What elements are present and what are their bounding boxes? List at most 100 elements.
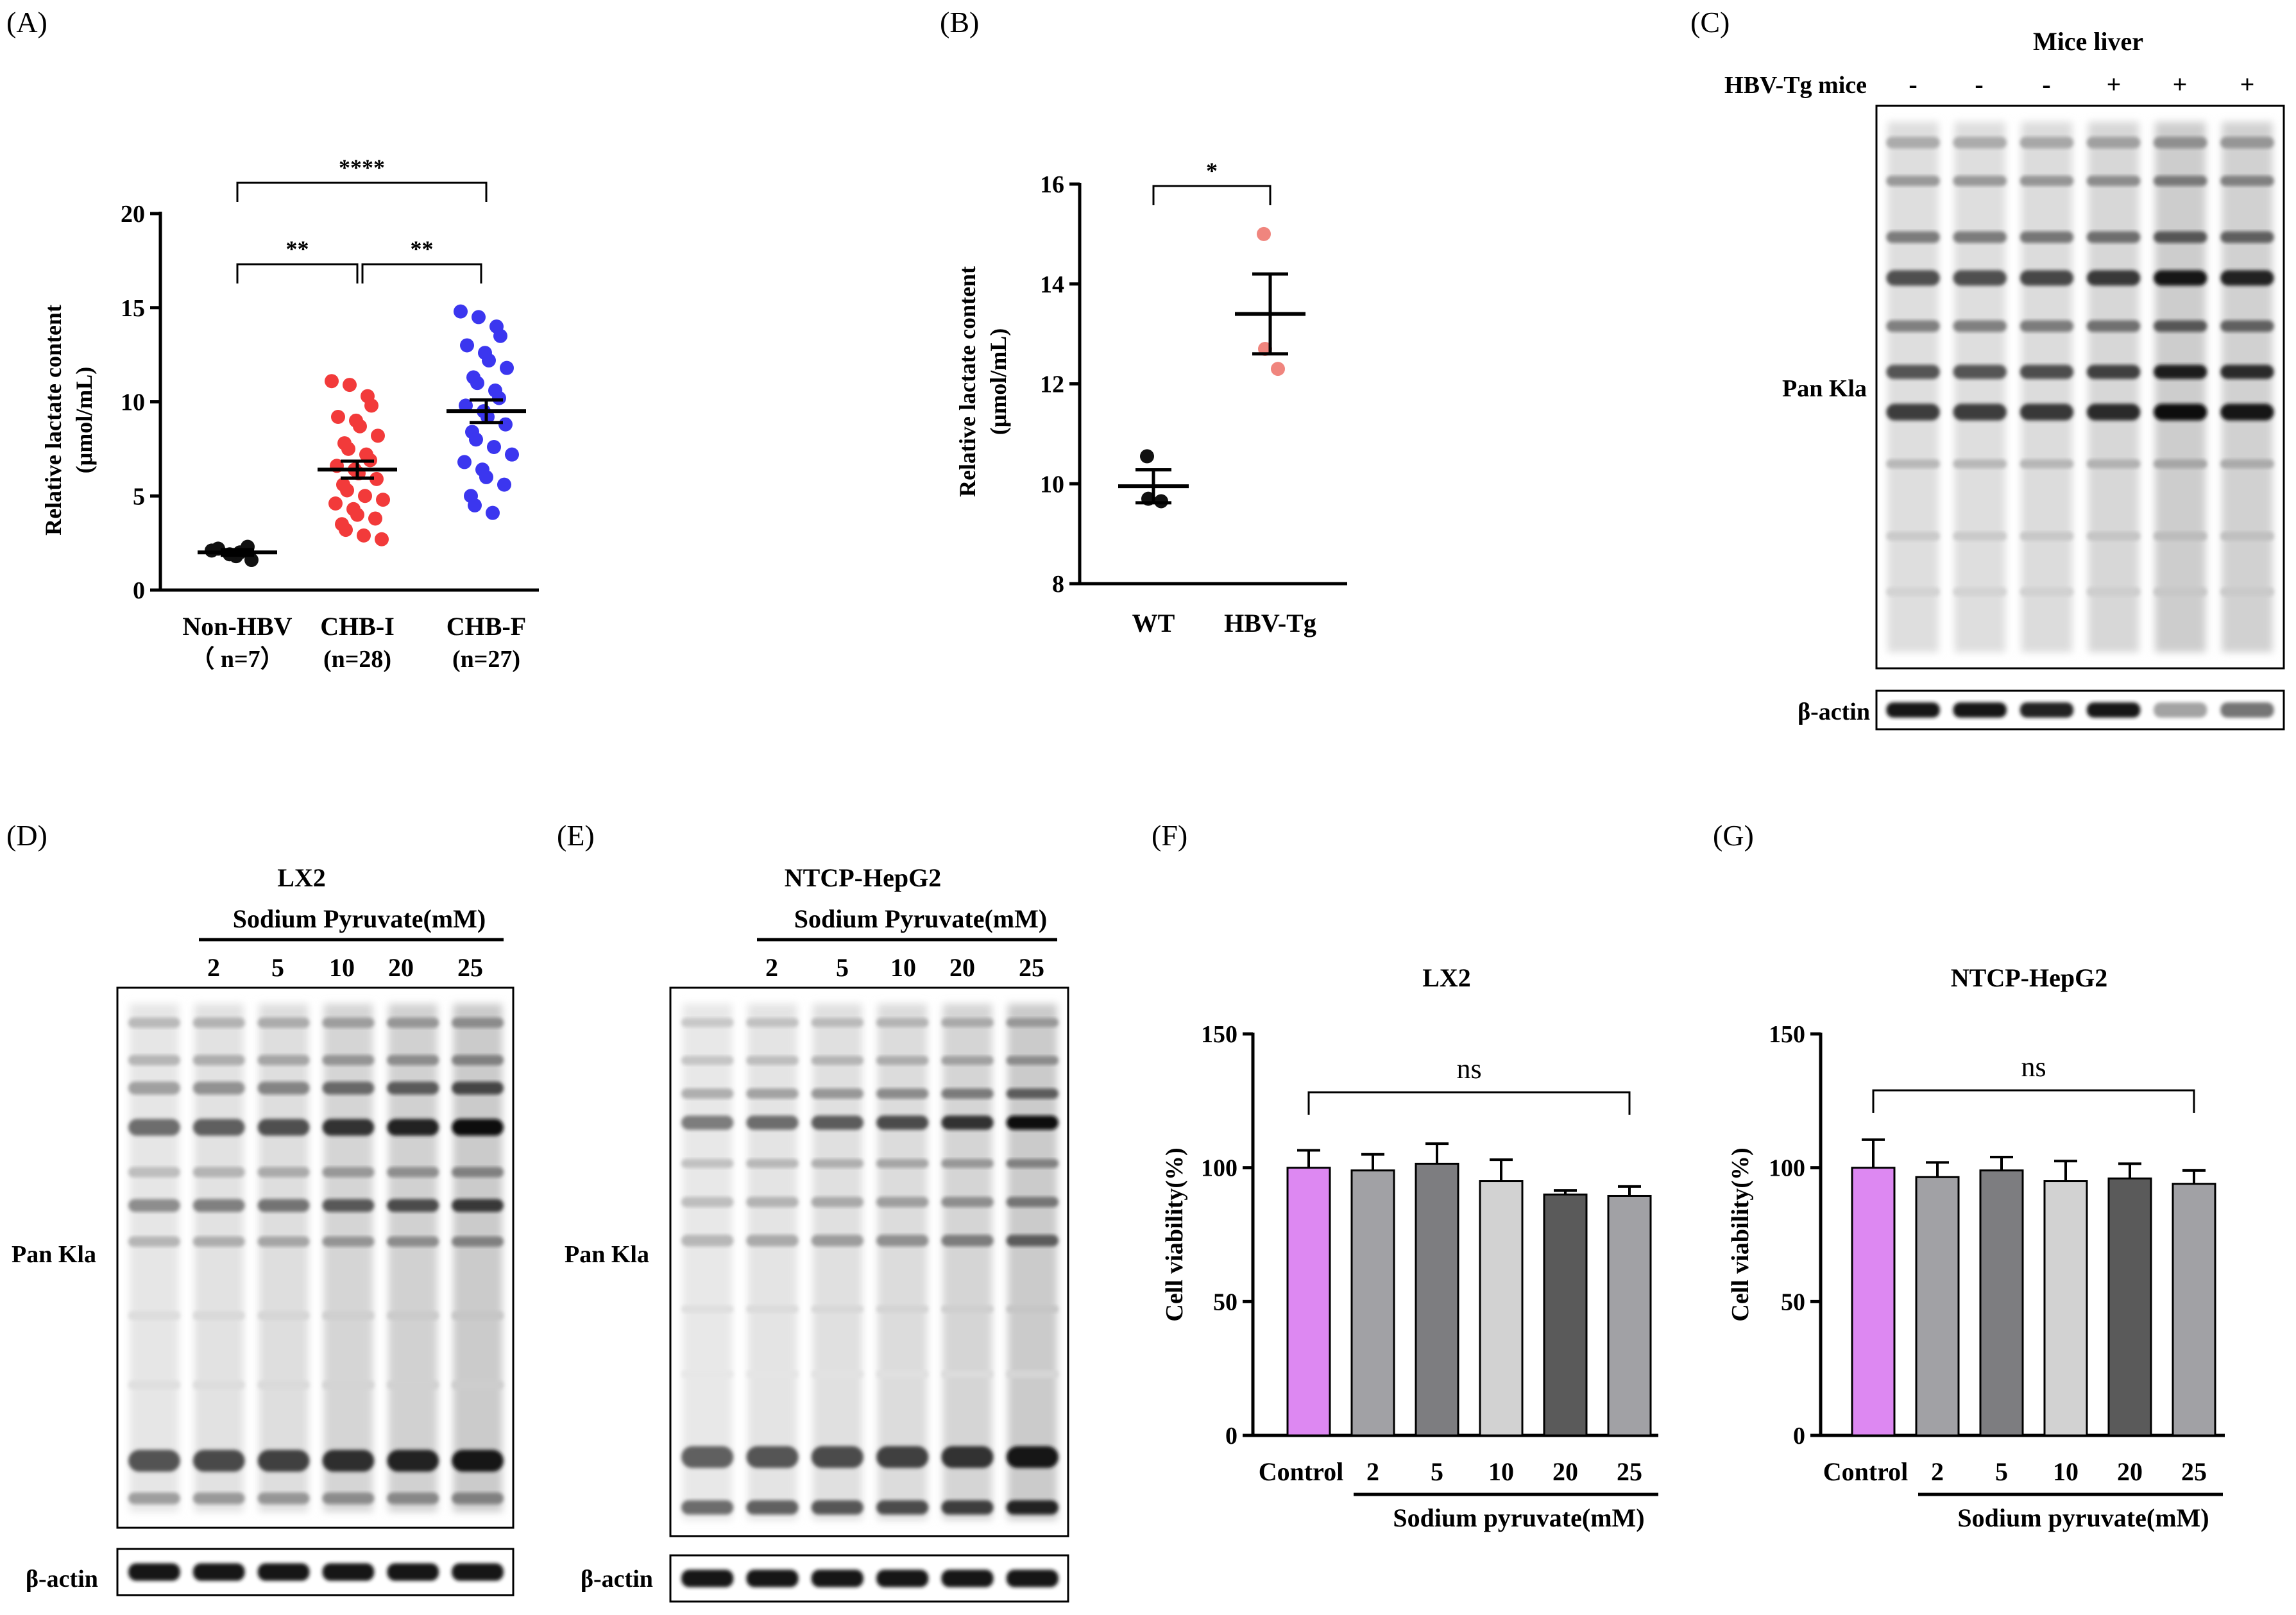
band (1886, 587, 1940, 596)
band (2020, 531, 2074, 541)
bar (1543, 1193, 1588, 1437)
band (128, 1450, 180, 1472)
dose-label: 25 (457, 953, 483, 982)
category-label: 2 (1931, 1457, 1944, 1486)
x-category-label: CHB-I (320, 612, 395, 641)
panel-e-blot (681, 1004, 1059, 1520)
band (1953, 364, 2007, 379)
data-point (457, 455, 472, 469)
lane-smear (747, 1004, 797, 1520)
panel-c-row-label: HBV-Tg mice (1724, 72, 1867, 99)
band (387, 1450, 439, 1472)
dose-label: 10 (890, 953, 916, 982)
actin-band (2154, 702, 2207, 718)
band (1006, 1446, 1059, 1468)
data-point (364, 398, 378, 413)
group-label: Sodium pyruvate(mM) (1957, 1503, 2209, 1532)
band (876, 1305, 929, 1314)
band (811, 1056, 863, 1065)
lane-smear (323, 1004, 373, 1512)
lane-smear (1954, 122, 2005, 652)
band (2086, 231, 2141, 243)
data-point (1257, 226, 1271, 241)
band (2020, 320, 2074, 332)
band (1886, 531, 1940, 541)
band (2020, 137, 2074, 149)
panel-f-label: (F) (1152, 819, 1187, 852)
data-point (331, 409, 345, 424)
lane-sign: + (2107, 70, 2122, 99)
panel-d-treatment: Sodium Pyruvate(mM) (233, 904, 486, 933)
y-tick-label: 100 (1769, 1155, 1805, 1182)
band (681, 1056, 734, 1065)
panel-f-ylabel: Cell viability(%) (1161, 1147, 1188, 1321)
data-point (325, 374, 339, 389)
band (322, 1054, 375, 1065)
data-point (472, 310, 486, 325)
actin-band (128, 1563, 180, 1581)
bar (1915, 1176, 1960, 1437)
y-tick-label: 8 (1052, 571, 1064, 598)
y-tick-label: 0 (1793, 1423, 1805, 1450)
band (746, 1056, 799, 1065)
data-point (1271, 362, 1285, 376)
band (452, 1199, 504, 1212)
actin-band (2086, 702, 2141, 718)
bar (1979, 1169, 2024, 1437)
band (681, 1370, 734, 1378)
y-tick-label: 5 (133, 483, 145, 510)
panel-a-ylabel-line2: (μmol/mL) (71, 367, 97, 473)
band (2154, 587, 2207, 596)
band (2154, 137, 2207, 149)
category-label: Control (1823, 1457, 1909, 1486)
significance-label: * (1206, 158, 1218, 183)
band (1006, 1305, 1059, 1314)
lane-smear (453, 1004, 502, 1512)
lane-smear (2021, 122, 2072, 652)
actin-band (452, 1563, 504, 1581)
panel-e-treatment: Sodium Pyruvate(mM) (794, 904, 1047, 933)
data-point (479, 469, 493, 484)
band (128, 1081, 180, 1095)
band (257, 1119, 310, 1136)
data-point (469, 432, 483, 447)
band (192, 1054, 245, 1065)
band (2220, 137, 2274, 149)
band (941, 1370, 994, 1378)
band (2086, 459, 2141, 469)
panel-f-title: LX2 (1422, 963, 1471, 992)
category-label: 25 (2181, 1457, 2207, 1486)
band (322, 1311, 375, 1321)
data-point (487, 439, 501, 454)
band (1953, 403, 2007, 421)
y-tick-label: 50 (1781, 1289, 1805, 1315)
panel-e-blot-label: Pan Kla (565, 1241, 649, 1268)
actin-band (1886, 702, 1940, 718)
band (2020, 176, 2074, 187)
y-tick-label: 0 (133, 577, 145, 604)
lane-smear (812, 1004, 862, 1520)
panel-d: (D) LX2 Sodium Pyruvate(mM) 2 5 10 20 25 Pan… (6, 819, 514, 1596)
y-tick-label: 100 (1201, 1155, 1237, 1182)
band (387, 1167, 439, 1178)
band (192, 1017, 245, 1028)
band (811, 1197, 863, 1208)
x-category-label: CHB-F (446, 612, 526, 641)
lane-smear (683, 1004, 733, 1520)
band (2154, 531, 2207, 541)
band (746, 1158, 799, 1168)
band (128, 1380, 180, 1390)
significance-bracket (1872, 1089, 2195, 1113)
band (1006, 1500, 1059, 1515)
actin-band (1953, 702, 2007, 718)
panel-e-actin-label: β-actin (581, 1566, 653, 1593)
band (257, 1380, 310, 1390)
panel-e-blot-frame (669, 986, 1069, 1537)
band (2086, 320, 2141, 332)
bar (1479, 1180, 1524, 1437)
panel-c-actin-frame (1875, 689, 2285, 731)
band (1886, 231, 1940, 243)
band (1006, 1115, 1059, 1130)
band (192, 1167, 245, 1178)
